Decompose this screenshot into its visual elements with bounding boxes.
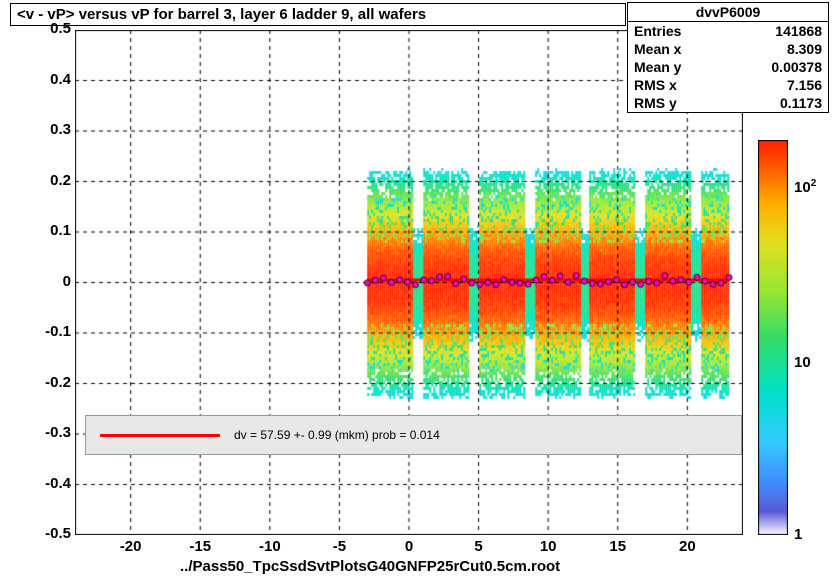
color-scale-tick: 10: [794, 354, 811, 371]
axis-tick-label: -0.3: [45, 424, 71, 441]
fit-legend-line: [100, 434, 220, 437]
footer-path: ../Pass50_TpcSsdSvtPlotsG40GNFP25rCut0.5…: [180, 558, 560, 575]
stats-row: Mean x 8.309: [628, 40, 828, 58]
color-scale-tick: 1: [794, 526, 802, 543]
stats-val: 0.00378: [771, 58, 822, 76]
axis-tick-label: 0.3: [50, 121, 71, 138]
stats-rows: Entries141868Mean x8.309Mean y0.00378RMS…: [628, 22, 828, 112]
stats-val: 0.1173: [780, 94, 822, 112]
stats-title: dvvP6009: [628, 3, 828, 22]
stats-val: 141868: [775, 22, 822, 40]
color-scale-tick: 102: [794, 178, 816, 196]
chart-title-box: <v - vP> versus vP for barrel 3, layer 6…: [10, 3, 626, 26]
axis-tick-label: 0: [405, 538, 413, 555]
axis-tick-label: 0.4: [50, 71, 71, 88]
axis-tick-label: -15: [189, 538, 211, 555]
axis-tick-label: -0.2: [45, 374, 71, 391]
axis-tick-label: 0: [63, 273, 71, 290]
stats-row: RMS y 0.1173: [628, 94, 828, 112]
axis-tick-label: 5: [474, 538, 482, 555]
fit-legend-text: dv = 57.59 +- 0.99 (mkm) prob = 0.014: [234, 428, 440, 442]
footer-path-text: ../Pass50_TpcSsdSvtPlotsG40GNFP25rCut0.5…: [180, 558, 560, 575]
stats-box: dvvP6009 Entries 141868 Mean x 8.309 Mean y 0…: [627, 2, 829, 113]
stats-row: RMS x 7.156: [628, 76, 828, 94]
axis-tick-label: -0.5: [45, 525, 71, 542]
color-scale: [758, 140, 788, 535]
stats-row: Entries 141868: [628, 22, 828, 40]
stats-key: RMS y: [634, 94, 677, 112]
stats-key: Mean x: [634, 40, 681, 58]
axis-tick-label: -0.1: [45, 323, 71, 340]
axis-tick-label: 0.1: [50, 222, 71, 239]
stats-key: RMS x: [634, 76, 677, 94]
axis-tick-label: 20: [679, 538, 696, 555]
axis-tick-label: -5: [333, 538, 346, 555]
stats-val: 8.309: [787, 40, 822, 58]
axis-tick-label: -10: [259, 538, 281, 555]
stats-row: Mean y 0.00378: [628, 58, 828, 76]
fit-legend: dv = 57.59 +- 0.99 (mkm) prob = 0.014: [85, 415, 742, 455]
stats-val: 7.156: [787, 76, 822, 94]
stats-key: Entries: [634, 22, 681, 40]
chart-title: <v - vP> versus vP for barrel 3, layer 6…: [17, 6, 426, 23]
axis-tick-label: -0.4: [45, 475, 71, 492]
axis-tick-label: 10: [540, 538, 557, 555]
axis-tick-label: 0.2: [50, 172, 71, 189]
axis-tick-label: 0.5: [50, 20, 71, 37]
stats-key: Mean y: [634, 58, 681, 76]
axis-tick-label: -20: [120, 538, 142, 555]
color-scale-labels: 110102: [794, 140, 833, 535]
axis-tick-label: 15: [609, 538, 626, 555]
